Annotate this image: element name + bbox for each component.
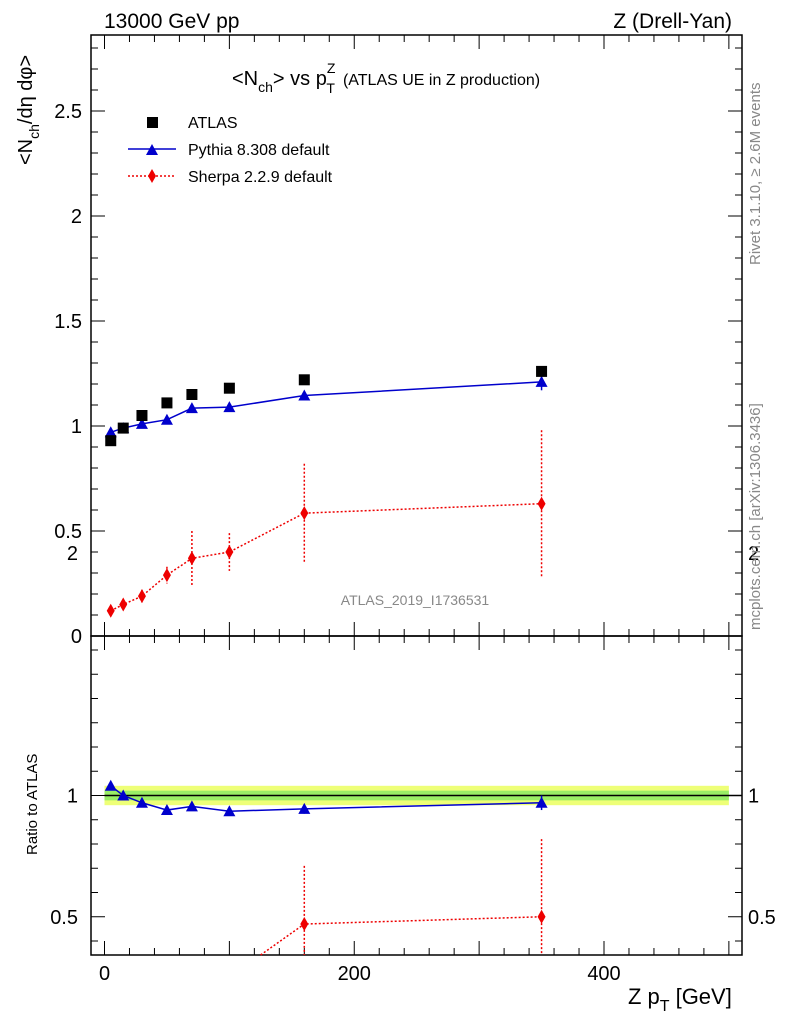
header-energy: 13000 GeV pp — [104, 10, 239, 33]
data-point — [537, 909, 546, 924]
legend-sherpa-label: Sherpa 2.2.9 default — [188, 169, 333, 186]
ratio-ytick-label: 2 — [67, 543, 78, 565]
data-point — [135, 417, 148, 429]
main-ytick-label: 0.5 — [54, 521, 82, 543]
ratio-ylabel: Ratio to ATLAS — [24, 754, 41, 855]
data-point — [105, 435, 117, 447]
plot-title: <Nch> vs pZ T (ATLAS UE in Z production) — [232, 60, 540, 96]
data-point — [106, 603, 115, 618]
legend-pythia-label: Pythia 8.308 default — [188, 142, 330, 159]
data-point — [137, 589, 146, 604]
data-point — [104, 779, 117, 791]
data-point — [117, 789, 130, 801]
data-point — [104, 426, 117, 438]
ratio-ytick-label-right: 1 — [748, 786, 759, 808]
main-ylabel: <Nch/dη dφ> — [15, 55, 42, 165]
data-point — [185, 402, 198, 414]
main-ytick-label: 1.5 — [54, 311, 82, 333]
ratio-ytick-label-right: 0.5 — [748, 907, 776, 929]
data-point — [537, 496, 546, 511]
legend: ATLAS Pythia 8.308 default Sherpa 2.2.9 … — [128, 115, 333, 186]
data-point — [185, 800, 198, 812]
data-point — [223, 805, 236, 817]
tick-labels: 0 0.5 1 1.5 2 2.5 0 200 400 0.5 0.5 1 1 2 2 — [50, 101, 776, 985]
header-process: Z (Drell-Yan) — [613, 10, 732, 33]
data-point — [160, 413, 173, 425]
legend-sherpa-marker — [148, 169, 156, 183]
main-ytick-label: 2 — [71, 206, 82, 228]
ratio-ytick-label: 1 — [67, 786, 78, 808]
data-point — [298, 374, 310, 386]
data-point — [160, 804, 173, 816]
series-line — [110, 381, 542, 434]
data-point — [187, 551, 196, 566]
x-axis-label: Z pT [GeV] — [628, 984, 732, 1015]
ratio-ytick-label: 0.5 — [50, 907, 78, 929]
data-point — [535, 796, 548, 808]
mcplots-info: mcplots.cern.ch [arXiv:1306.3436] — [747, 403, 764, 630]
main-ytick-label: 1 — [71, 416, 82, 438]
data-point — [223, 382, 235, 394]
data-point — [136, 410, 148, 421]
axis-ticks — [91, 35, 742, 955]
data-point — [298, 802, 311, 814]
x-tick-label: 0 — [99, 963, 110, 985]
data-point — [186, 389, 198, 400]
data-point — [117, 422, 129, 434]
main-series-group — [104, 365, 548, 618]
data-point — [300, 506, 309, 521]
main-ytick-label: 2.5 — [54, 101, 82, 123]
data-point — [298, 389, 311, 401]
legend-atlas-label: ATLAS — [188, 115, 238, 132]
x-tick-label: 400 — [587, 963, 620, 985]
ratio-series-group — [104, 779, 548, 956]
analysis-watermark: ATLAS_2019_I1736531 — [341, 592, 490, 608]
x-tick-label: 200 — [338, 963, 371, 985]
data-point — [223, 401, 236, 413]
rivet-info: Rivet 3.1.10, ≥ 2.6M events — [747, 83, 764, 266]
legend-pythia-marker — [146, 144, 158, 155]
legend-atlas-marker — [147, 117, 158, 128]
data-point — [225, 545, 234, 559]
ratio-ytick-label-right: 2 — [748, 543, 759, 565]
data-point — [162, 568, 171, 583]
data-point — [135, 796, 148, 808]
data-point — [536, 365, 548, 377]
data-point — [300, 917, 309, 932]
main-ytick-label: 0 — [71, 626, 82, 648]
data-point — [119, 597, 128, 612]
data-point — [535, 375, 548, 387]
data-point — [161, 397, 173, 409]
ratio-uncertainty-band — [104, 785, 742, 806]
